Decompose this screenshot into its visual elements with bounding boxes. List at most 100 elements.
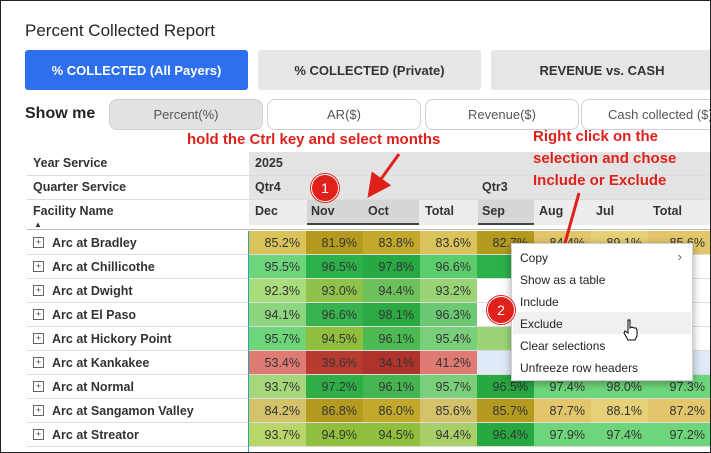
row-header[interactable]: + Arc at Streator bbox=[33, 423, 139, 446]
table-cell[interactable]: 87.2% bbox=[648, 399, 710, 422]
table-cell[interactable]: 94.4% bbox=[420, 423, 477, 446]
table-cell[interactable]: 97.2% bbox=[306, 375, 363, 398]
right-click-annotation-line2: selection and chose bbox=[533, 150, 677, 167]
row-header[interactable]: + Arc at El Paso bbox=[33, 303, 136, 326]
table-cell[interactable]: 87.7% bbox=[534, 399, 591, 422]
table-cell[interactable]: 97.8% bbox=[363, 255, 420, 278]
table-cell[interactable]: 83.6% bbox=[420, 231, 477, 254]
menu-item-unfreeze-row-headers[interactable]: Unfreeze row headers bbox=[520, 361, 639, 375]
step-2-badge: 2 bbox=[487, 296, 515, 324]
expand-icon[interactable]: + bbox=[33, 285, 44, 296]
month-header-sep[interactable]: Sep bbox=[482, 204, 505, 218]
chip-percent[interactable]: Percent(%) bbox=[109, 99, 263, 130]
chip-cash-collected[interactable]: Cash collected ($) bbox=[581, 99, 710, 130]
expand-icon[interactable]: + bbox=[33, 357, 44, 368]
row-divider bbox=[27, 446, 710, 447]
table-cell[interactable]: 96.3% bbox=[420, 303, 477, 326]
table-cell[interactable]: 93.2% bbox=[420, 279, 477, 302]
menu-item-show-as-table[interactable]: Show as a table bbox=[520, 273, 606, 287]
arrow-to-months bbox=[367, 153, 401, 198]
table-cell[interactable]: 94.5% bbox=[363, 423, 420, 446]
expand-icon[interactable]: + bbox=[33, 333, 44, 344]
table-cell[interactable]: 53.4% bbox=[249, 351, 306, 374]
table-cell[interactable]: 81.9% bbox=[306, 231, 363, 254]
row-header[interactable]: + Arc at Sangamon Valley bbox=[33, 399, 194, 422]
expand-icon[interactable]: + bbox=[33, 261, 44, 272]
table-cell[interactable]: 98.1% bbox=[363, 303, 420, 326]
month-header-jul[interactable]: Jul bbox=[596, 204, 615, 218]
menu-item-copy[interactable]: Copy bbox=[520, 251, 549, 265]
month-header-total-q4[interactable]: Total bbox=[425, 204, 454, 218]
table-cell[interactable]: 85.7% bbox=[477, 399, 534, 422]
row-header[interactable]: + Arc at Dwight bbox=[33, 279, 133, 302]
month-header-dec[interactable]: Dec bbox=[255, 204, 278, 218]
row-header[interactable]: + Arc at Bradley bbox=[33, 231, 137, 254]
row-divider bbox=[27, 254, 710, 255]
table-cell[interactable]: 96.4% bbox=[477, 423, 534, 446]
month-header-total-q3[interactable]: Total bbox=[653, 204, 682, 218]
table-cell[interactable]: 96.6% bbox=[306, 303, 363, 326]
sort-arrow-icon[interactable]: ▲ bbox=[34, 220, 42, 229]
table-cell[interactable]: 96.5% bbox=[306, 255, 363, 278]
table-cell[interactable]: 39.6% bbox=[306, 351, 363, 374]
table-cell[interactable]: 97.2% bbox=[648, 423, 710, 446]
menu-item-clear-selections[interactable]: Clear selections bbox=[520, 339, 606, 353]
table-cell[interactable]: 85.2% bbox=[249, 231, 306, 254]
month-header-oct[interactable]: Oct bbox=[368, 204, 389, 218]
table-cell[interactable]: 41.2% bbox=[420, 351, 477, 374]
table-cell[interactable]: 97.4% bbox=[591, 423, 648, 446]
month-header-nov[interactable]: Nov bbox=[311, 204, 335, 218]
expand-icon[interactable]: + bbox=[33, 237, 44, 248]
row-header[interactable]: + Arc at Chillicothe bbox=[33, 255, 155, 278]
chip-ar[interactable]: AR($) bbox=[267, 99, 421, 130]
menu-item-exclude[interactable]: Exclude bbox=[520, 317, 563, 331]
table-cell[interactable]: 86.8% bbox=[306, 399, 363, 422]
table-cell[interactable]: 93.7% bbox=[249, 423, 306, 446]
table-cell[interactable]: 84.2% bbox=[249, 399, 306, 422]
table-cell[interactable]: 34.1% bbox=[363, 351, 420, 374]
expand-icon[interactable]: + bbox=[33, 405, 44, 416]
chip-revenue[interactable]: Revenue($) bbox=[425, 99, 579, 130]
table-cell[interactable]: 85.6% bbox=[420, 399, 477, 422]
table-cell[interactable]: 93.0% bbox=[306, 279, 363, 302]
table-cell[interactable]: 92.3% bbox=[249, 279, 306, 302]
facility-name-header[interactable]: Facility Name bbox=[33, 204, 114, 218]
table-cell[interactable]: 93.7% bbox=[249, 375, 306, 398]
table-cell[interactable]: 96.1% bbox=[363, 375, 420, 398]
year-header[interactable]: 2025 bbox=[255, 156, 283, 170]
row-header[interactable]: + Arc at Kankakee bbox=[33, 351, 149, 374]
table-cell[interactable]: 97.9% bbox=[534, 423, 591, 446]
year-service-label: Year Service bbox=[33, 156, 108, 170]
table-cell[interactable]: 95.7% bbox=[420, 375, 477, 398]
menu-hover-highlight bbox=[513, 312, 691, 334]
row-divider bbox=[27, 278, 710, 279]
expand-icon[interactable]: + bbox=[33, 381, 44, 392]
tab-collected-private[interactable]: % COLLECTED (Private) bbox=[258, 50, 481, 90]
table-cell[interactable]: 95.4% bbox=[420, 327, 477, 350]
facility-name: Arc at Chillicothe bbox=[52, 259, 155, 274]
table-cell[interactable]: 95.7% bbox=[249, 327, 306, 350]
table-cell[interactable]: 95.5% bbox=[249, 255, 306, 278]
table-cell[interactable]: 96.6% bbox=[420, 255, 477, 278]
context-menu: Copy › Show as a table Include Exclude C… bbox=[511, 243, 693, 381]
row-header[interactable]: + Arc at Hickory Point bbox=[33, 327, 171, 350]
menu-item-include[interactable]: Include bbox=[520, 295, 559, 309]
table-cell[interactable]: 94.4% bbox=[363, 279, 420, 302]
table-cell[interactable]: 94.5% bbox=[306, 327, 363, 350]
tab-revenue-vs-cash[interactable]: REVENUE vs. CASH bbox=[491, 50, 710, 90]
table-cell[interactable]: 94.1% bbox=[249, 303, 306, 326]
expand-icon[interactable]: + bbox=[33, 429, 44, 440]
tab-collected-all-payers[interactable]: % COLLECTED (All Payers) bbox=[25, 50, 248, 90]
row-header[interactable]: + Arc at Normal bbox=[33, 375, 134, 398]
table-cell[interactable]: 86.0% bbox=[363, 399, 420, 422]
table-cell[interactable]: 96.1% bbox=[363, 327, 420, 350]
qtr3-header[interactable]: Qtr3 bbox=[482, 180, 508, 194]
table-cell[interactable]: 94.9% bbox=[306, 423, 363, 446]
table-cell[interactable]: 88.1% bbox=[591, 399, 648, 422]
expand-icon[interactable]: + bbox=[33, 309, 44, 320]
facility-name: Arc at Hickory Point bbox=[52, 331, 172, 346]
table-cell[interactable]: 83.8% bbox=[363, 231, 420, 254]
qtr4-header[interactable]: Qtr4 bbox=[255, 180, 281, 194]
month-header-aug[interactable]: Aug bbox=[539, 204, 564, 218]
